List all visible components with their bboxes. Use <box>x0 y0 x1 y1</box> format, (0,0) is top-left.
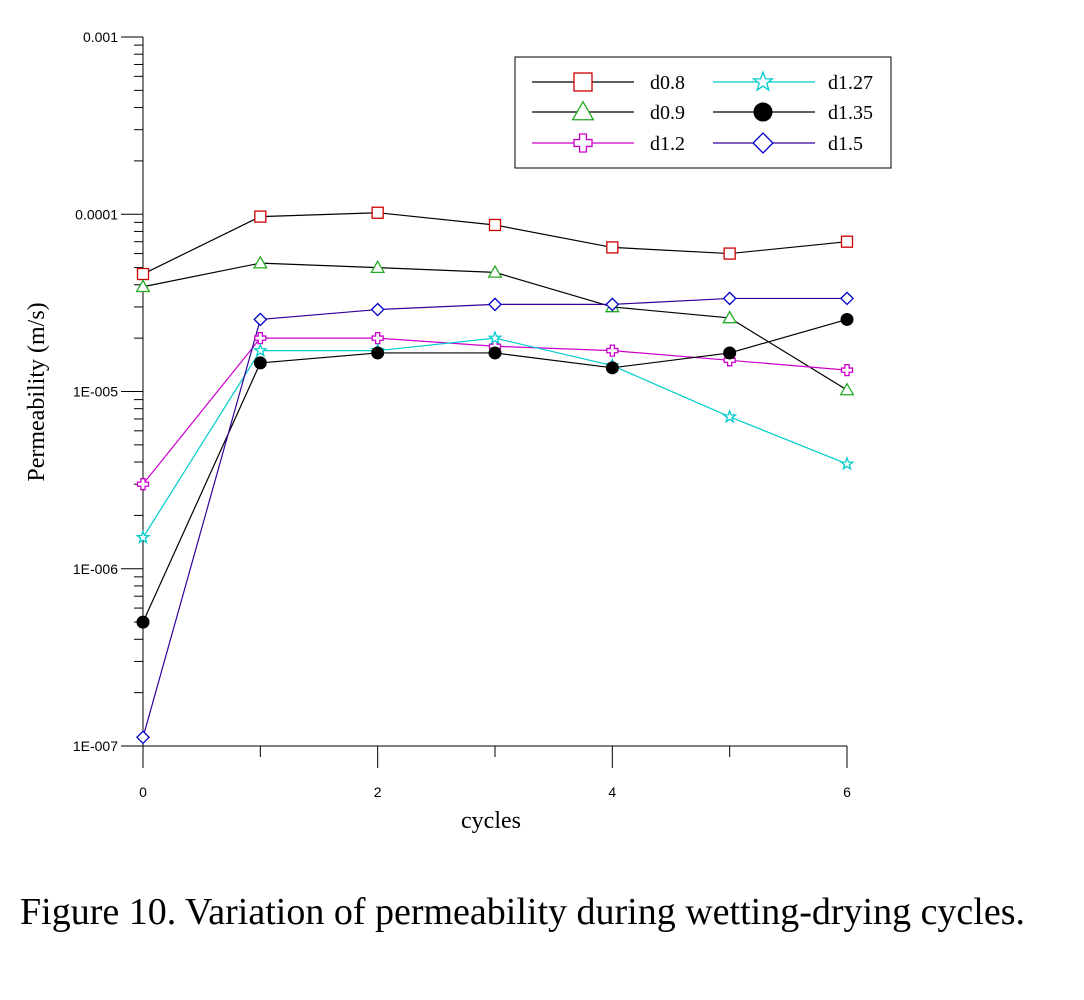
data-point-d0.8 <box>136 267 150 281</box>
data-point-d1.2 <box>371 331 384 345</box>
data-point-d0.9 <box>487 264 503 278</box>
series-markers-d0.9 <box>135 255 855 396</box>
series-line-d1.5 <box>142 297 847 738</box>
data-point-d1.5 <box>253 312 268 327</box>
data-point-d1.2 <box>254 331 267 345</box>
data-point-d1.2 <box>606 344 619 357</box>
y-tick-label: 0.001 <box>83 29 118 45</box>
x-tick-label: 6 <box>843 784 851 800</box>
legend-item-d1.27: d1.27 <box>713 70 873 94</box>
legend-item-d0.9: d0.9 <box>532 100 685 124</box>
data-point-d0.9 <box>370 259 386 274</box>
data-point-d1.5 <box>136 730 150 745</box>
data-point-d1.35 <box>253 356 267 370</box>
legend-label: d1.35 <box>828 102 873 124</box>
legend-label: d1.27 <box>828 72 873 94</box>
y-tick-label: 1E-005 <box>73 384 118 400</box>
data-point-d1.27 <box>135 529 151 544</box>
legend-marker <box>752 132 774 154</box>
data-point-d1.5 <box>370 302 385 317</box>
data-point-d1.5 <box>840 291 854 306</box>
legend-item-d0.8: d0.8 <box>532 72 685 94</box>
series-markers-d1.2 <box>136 331 854 491</box>
data-point-d0.9 <box>839 382 855 396</box>
data-point-d1.35 <box>840 312 854 326</box>
legend-item-d1.35: d1.35 <box>713 102 873 124</box>
legend-marker <box>573 72 593 92</box>
data-point-d1.5 <box>488 297 502 312</box>
series-lines <box>142 212 848 738</box>
data-point-d0.9 <box>135 279 151 293</box>
y-tick-label: 1E-006 <box>73 561 118 577</box>
data-point-d0.8 <box>254 210 267 223</box>
legend-label: d1.5 <box>828 133 863 155</box>
data-point-d0.8 <box>606 241 619 254</box>
data-point-d0.9 <box>722 310 738 324</box>
data-point-d0.8 <box>723 247 736 260</box>
series-line-d0.9 <box>142 262 848 391</box>
series-markers-d1.35 <box>136 312 854 629</box>
series-markers-d1.5 <box>136 291 854 745</box>
x-tick-label: 0 <box>139 784 147 800</box>
data-point-d1.2 <box>840 363 854 377</box>
data-point-d1.27 <box>252 342 268 358</box>
series-line-d1.35 <box>142 318 848 623</box>
data-point-d1.35 <box>723 346 737 360</box>
y-axis-title: Permeability (m/s) <box>24 302 50 481</box>
data-point-d1.27 <box>839 456 855 471</box>
legend-marker <box>571 100 595 121</box>
data-point-d1.35 <box>605 361 619 375</box>
legend-marker <box>573 133 593 153</box>
data-point-d1.35 <box>136 615 150 629</box>
data-point-d1.5 <box>605 297 620 312</box>
x-tick-label: 4 <box>608 784 616 800</box>
legend-label: d0.9 <box>650 102 685 124</box>
data-point-d0.8 <box>371 206 384 219</box>
data-point-d0.9 <box>252 255 268 269</box>
data-point-d1.35 <box>488 346 502 360</box>
data-point-d0.8 <box>488 218 502 232</box>
legend: d0.8 d0.9 d1.2 d1.27 d1.35 d1.5 <box>514 56 892 169</box>
y-tick-label: 1E-007 <box>73 738 118 754</box>
x-axis-title: cycles <box>461 808 521 834</box>
data-point-d1.35 <box>371 346 385 360</box>
ticks: 1E-007 1E-006 1E-005 0.0001 0.001 0 2 4 6 <box>73 29 851 800</box>
legend-item-d1.5: d1.5 <box>713 132 863 155</box>
figure-caption: Figure 10. Variation of permeability dur… <box>20 891 1026 933</box>
legend-label: d1.2 <box>650 133 685 155</box>
series-markers-d1.27 <box>135 330 855 544</box>
legend-item-d1.2: d1.2 <box>532 133 685 155</box>
series-markers-d0.8 <box>136 206 854 281</box>
y-tick-label: 0.0001 <box>75 206 118 222</box>
data-point-d1.27 <box>722 408 738 424</box>
data-point-d1.27 <box>487 330 503 345</box>
data-point-d1.2 <box>136 478 150 491</box>
data-point-d0.8 <box>840 235 854 248</box>
legend-marker <box>753 102 773 122</box>
data-point-d1.5 <box>722 291 737 306</box>
x-tick-label: 2 <box>374 784 382 800</box>
series-line-d1.27 <box>142 337 848 538</box>
legend-marker <box>751 70 775 92</box>
legend-label: d0.8 <box>650 72 685 94</box>
series-markers <box>135 206 855 745</box>
